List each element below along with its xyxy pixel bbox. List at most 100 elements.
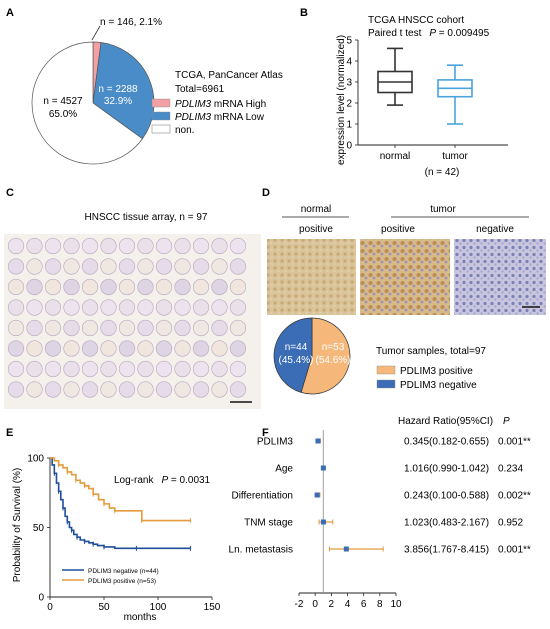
box-b-ytick-label-1: 1	[346, 120, 352, 131]
tissue-core	[63, 237, 80, 255]
tissue-core	[229, 278, 247, 296]
pie-a-legend-title: TCGA, PanCancer Atlas	[175, 70, 283, 81]
box-plot-b: 0 1 2 3 4 5 normal tumor	[346, 36, 508, 162]
forest-xtick-label-0: -2	[295, 599, 304, 610]
box-b-xtick-label-0: normal	[380, 151, 411, 162]
pie-a-legend-item-low: PDLIM3 mRNA Low	[151, 111, 265, 123]
pie-d-legend-negative: PDLIM3 negative	[400, 380, 477, 391]
forest-p-text-1: 0.234	[498, 464, 523, 475]
forest-row-label-4: Ln. metastasis	[229, 545, 293, 556]
tissue-core	[174, 299, 191, 316]
tissue-core	[7, 299, 25, 316]
tissue-core	[137, 237, 154, 255]
km-logrank-label: Log-rank	[114, 475, 154, 486]
pie-d-neg-percent: (45.4%)	[278, 355, 313, 366]
tissue-core	[63, 340, 80, 357]
km-ytick-label-0: 0	[38, 593, 44, 604]
legend-non-label: non.	[175, 125, 194, 136]
ihc-image-tumor-negative	[454, 239, 546, 315]
tissue-core	[229, 319, 247, 337]
forest-point-3	[320, 519, 326, 525]
pie-a-low-count: n = 2288	[98, 84, 138, 95]
pie-a-non-percent: 65.0%	[49, 109, 77, 120]
tissue-core	[155, 340, 173, 357]
km-p-value: = 0.0031	[168, 475, 210, 486]
tissue-core	[118, 278, 136, 296]
pie-a-low-percent: 32.9%	[104, 96, 132, 107]
tissue-core	[81, 258, 99, 275]
box-b-ytick-label-4: 4	[346, 57, 352, 68]
forest-xtick-label-3: 4	[345, 599, 351, 610]
box-b-n-note: (n = 42)	[425, 167, 460, 178]
tissue-core	[155, 237, 173, 255]
forest-point-0	[315, 438, 321, 444]
tissue-core	[26, 258, 43, 275]
tissue-core	[174, 340, 191, 357]
tissue-core	[63, 319, 80, 337]
tissue-core	[63, 278, 80, 296]
tissue-core	[100, 278, 117, 296]
legend-high-gene: PDLIM3	[175, 99, 212, 110]
tissue-core	[229, 381, 247, 398]
km-xtick-label-3: 150	[204, 602, 221, 613]
legend-swatch-non	[151, 124, 171, 134]
forest-hr-text-4: 3.856(1.767-8.415)	[404, 545, 489, 556]
tissue-core	[118, 258, 136, 275]
panel-letter-c: C	[6, 187, 14, 199]
tissue-core	[192, 258, 210, 275]
pie-d-legend-title: Tumor samples, total=97	[376, 346, 486, 357]
tissue-core	[229, 258, 247, 275]
forest-row-label-3: TNM stage	[244, 518, 293, 529]
tissue-core	[81, 340, 99, 357]
pie-a-non-count: n = 4527	[43, 96, 83, 107]
tissue-core	[81, 299, 99, 316]
km-curve-0	[50, 457, 191, 550]
ihc-sub-positive-tumor: positive	[381, 224, 415, 235]
tissue-core	[100, 319, 117, 337]
box-b-ytick-label-2: 2	[346, 99, 352, 110]
forest-p-text-3: 0.952	[498, 518, 523, 529]
tissue-core	[229, 299, 247, 316]
panel-f: F Hazard Ratio(95%CI) P -2 0 2 4 6 8 10 PDLIM3 0…	[229, 416, 531, 610]
pie-chart-a	[31, 41, 155, 165]
tissue-core	[44, 237, 62, 255]
tissue-core	[44, 258, 62, 275]
tissue-core	[155, 381, 173, 398]
ihc-image-normal-positive	[267, 239, 356, 315]
forest-hr-text-3: 1.023(0.483-2.167)	[404, 518, 489, 529]
tissue-core	[118, 237, 136, 255]
forest-hr-text-0: 0.345(0.182-0.655)	[404, 437, 489, 448]
forest-xtick-label-2: 2	[329, 599, 335, 610]
km-ytick-label-2: 100	[27, 454, 44, 465]
tissue-core	[100, 381, 117, 398]
tissue-core	[7, 381, 25, 398]
tissue-core	[192, 299, 210, 316]
tissue-core	[63, 258, 80, 275]
pie-d-pos-count: n=53	[322, 342, 345, 353]
panel-letter-d: D	[262, 187, 270, 199]
pie-chart-d	[273, 317, 351, 395]
tissue-core	[44, 340, 62, 357]
km-legend-positive: PDLIM3 positive (n=53)	[88, 578, 156, 585]
km-plot: 0 50 100 0 50 100 150	[27, 454, 220, 614]
km-ylabel: Probability of Survival (%)	[12, 468, 23, 582]
tissue-core	[155, 278, 173, 296]
box-b-ylabel: expression level (normalized)	[336, 35, 347, 165]
tissue-core	[100, 360, 117, 378]
tissue-core	[26, 340, 43, 357]
panel-c: C HNSCC tissue array, n = 97	[4, 187, 261, 409]
tissue-core	[211, 340, 228, 357]
forest-row-label-1: Age	[275, 464, 293, 475]
box-b-ytick-label-0: 0	[346, 141, 352, 152]
forest-point-4	[343, 546, 349, 552]
forest-xtick-label-1: 0	[312, 599, 318, 610]
legend-low-label: mRNA Low	[211, 112, 265, 123]
tissue-core	[118, 340, 136, 357]
tissue-core	[44, 299, 62, 316]
tissue-core	[118, 319, 136, 337]
tissue-array-cores	[7, 237, 247, 398]
tissue-core	[100, 258, 117, 275]
tissue-core	[229, 237, 247, 255]
tissue-core	[211, 258, 228, 275]
